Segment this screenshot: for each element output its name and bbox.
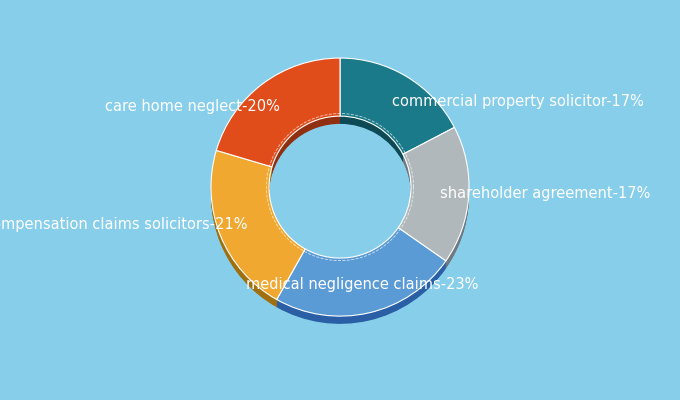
Wedge shape	[398, 131, 469, 265]
Wedge shape	[216, 60, 340, 169]
Text: shareholder agreement-17%: shareholder agreement-17%	[440, 186, 650, 201]
Wedge shape	[398, 132, 469, 266]
Wedge shape	[277, 230, 446, 318]
Wedge shape	[211, 152, 305, 301]
Wedge shape	[211, 156, 305, 305]
Wedge shape	[398, 129, 469, 263]
Wedge shape	[277, 234, 446, 322]
Wedge shape	[216, 64, 340, 173]
Wedge shape	[398, 134, 469, 267]
Text: care home neglect-20%: care home neglect-20%	[105, 100, 280, 114]
Wedge shape	[340, 61, 454, 158]
Wedge shape	[277, 235, 446, 323]
Wedge shape	[398, 130, 469, 264]
Wedge shape	[277, 232, 446, 320]
Wedge shape	[211, 153, 305, 302]
Text: medical negligence claims-23%: medical negligence claims-23%	[246, 277, 479, 292]
Wedge shape	[340, 65, 454, 161]
Wedge shape	[277, 229, 446, 318]
Wedge shape	[216, 66, 340, 175]
Wedge shape	[211, 151, 305, 300]
Wedge shape	[216, 63, 340, 172]
Wedge shape	[216, 65, 340, 174]
Wedge shape	[277, 228, 446, 316]
Wedge shape	[277, 230, 446, 319]
Wedge shape	[277, 236, 446, 324]
Wedge shape	[340, 61, 454, 157]
Text: preeclampsia compensation claims solicitors-21%: preeclampsia compensation claims solicit…	[0, 217, 248, 232]
Wedge shape	[211, 158, 305, 307]
Wedge shape	[216, 59, 340, 168]
Wedge shape	[340, 64, 454, 161]
Wedge shape	[211, 152, 305, 302]
Wedge shape	[340, 62, 454, 159]
Wedge shape	[340, 59, 454, 156]
Text: commercial property solicitor-17%: commercial property solicitor-17%	[392, 94, 644, 109]
Wedge shape	[398, 132, 469, 266]
Wedge shape	[340, 63, 454, 160]
Wedge shape	[340, 58, 454, 154]
Wedge shape	[211, 157, 305, 306]
Wedge shape	[216, 64, 340, 173]
Wedge shape	[211, 156, 305, 305]
Wedge shape	[211, 154, 305, 303]
Wedge shape	[211, 154, 305, 303]
Wedge shape	[216, 62, 340, 171]
Wedge shape	[398, 134, 469, 268]
Wedge shape	[277, 231, 446, 319]
Wedge shape	[398, 133, 469, 267]
Wedge shape	[277, 228, 446, 317]
Wedge shape	[340, 62, 454, 158]
Wedge shape	[398, 128, 469, 262]
Wedge shape	[340, 66, 454, 162]
Wedge shape	[211, 150, 305, 300]
Wedge shape	[398, 129, 469, 262]
Wedge shape	[216, 62, 340, 172]
Wedge shape	[398, 128, 469, 261]
Wedge shape	[216, 61, 340, 170]
Wedge shape	[211, 155, 305, 304]
Wedge shape	[216, 59, 340, 168]
Wedge shape	[216, 61, 340, 170]
Wedge shape	[216, 58, 340, 167]
Wedge shape	[277, 234, 446, 322]
Wedge shape	[340, 60, 454, 156]
Wedge shape	[340, 64, 454, 160]
Wedge shape	[398, 131, 469, 264]
Wedge shape	[277, 233, 446, 321]
Wedge shape	[211, 158, 305, 307]
Wedge shape	[277, 232, 446, 321]
Wedge shape	[340, 59, 454, 155]
Wedge shape	[398, 135, 469, 269]
